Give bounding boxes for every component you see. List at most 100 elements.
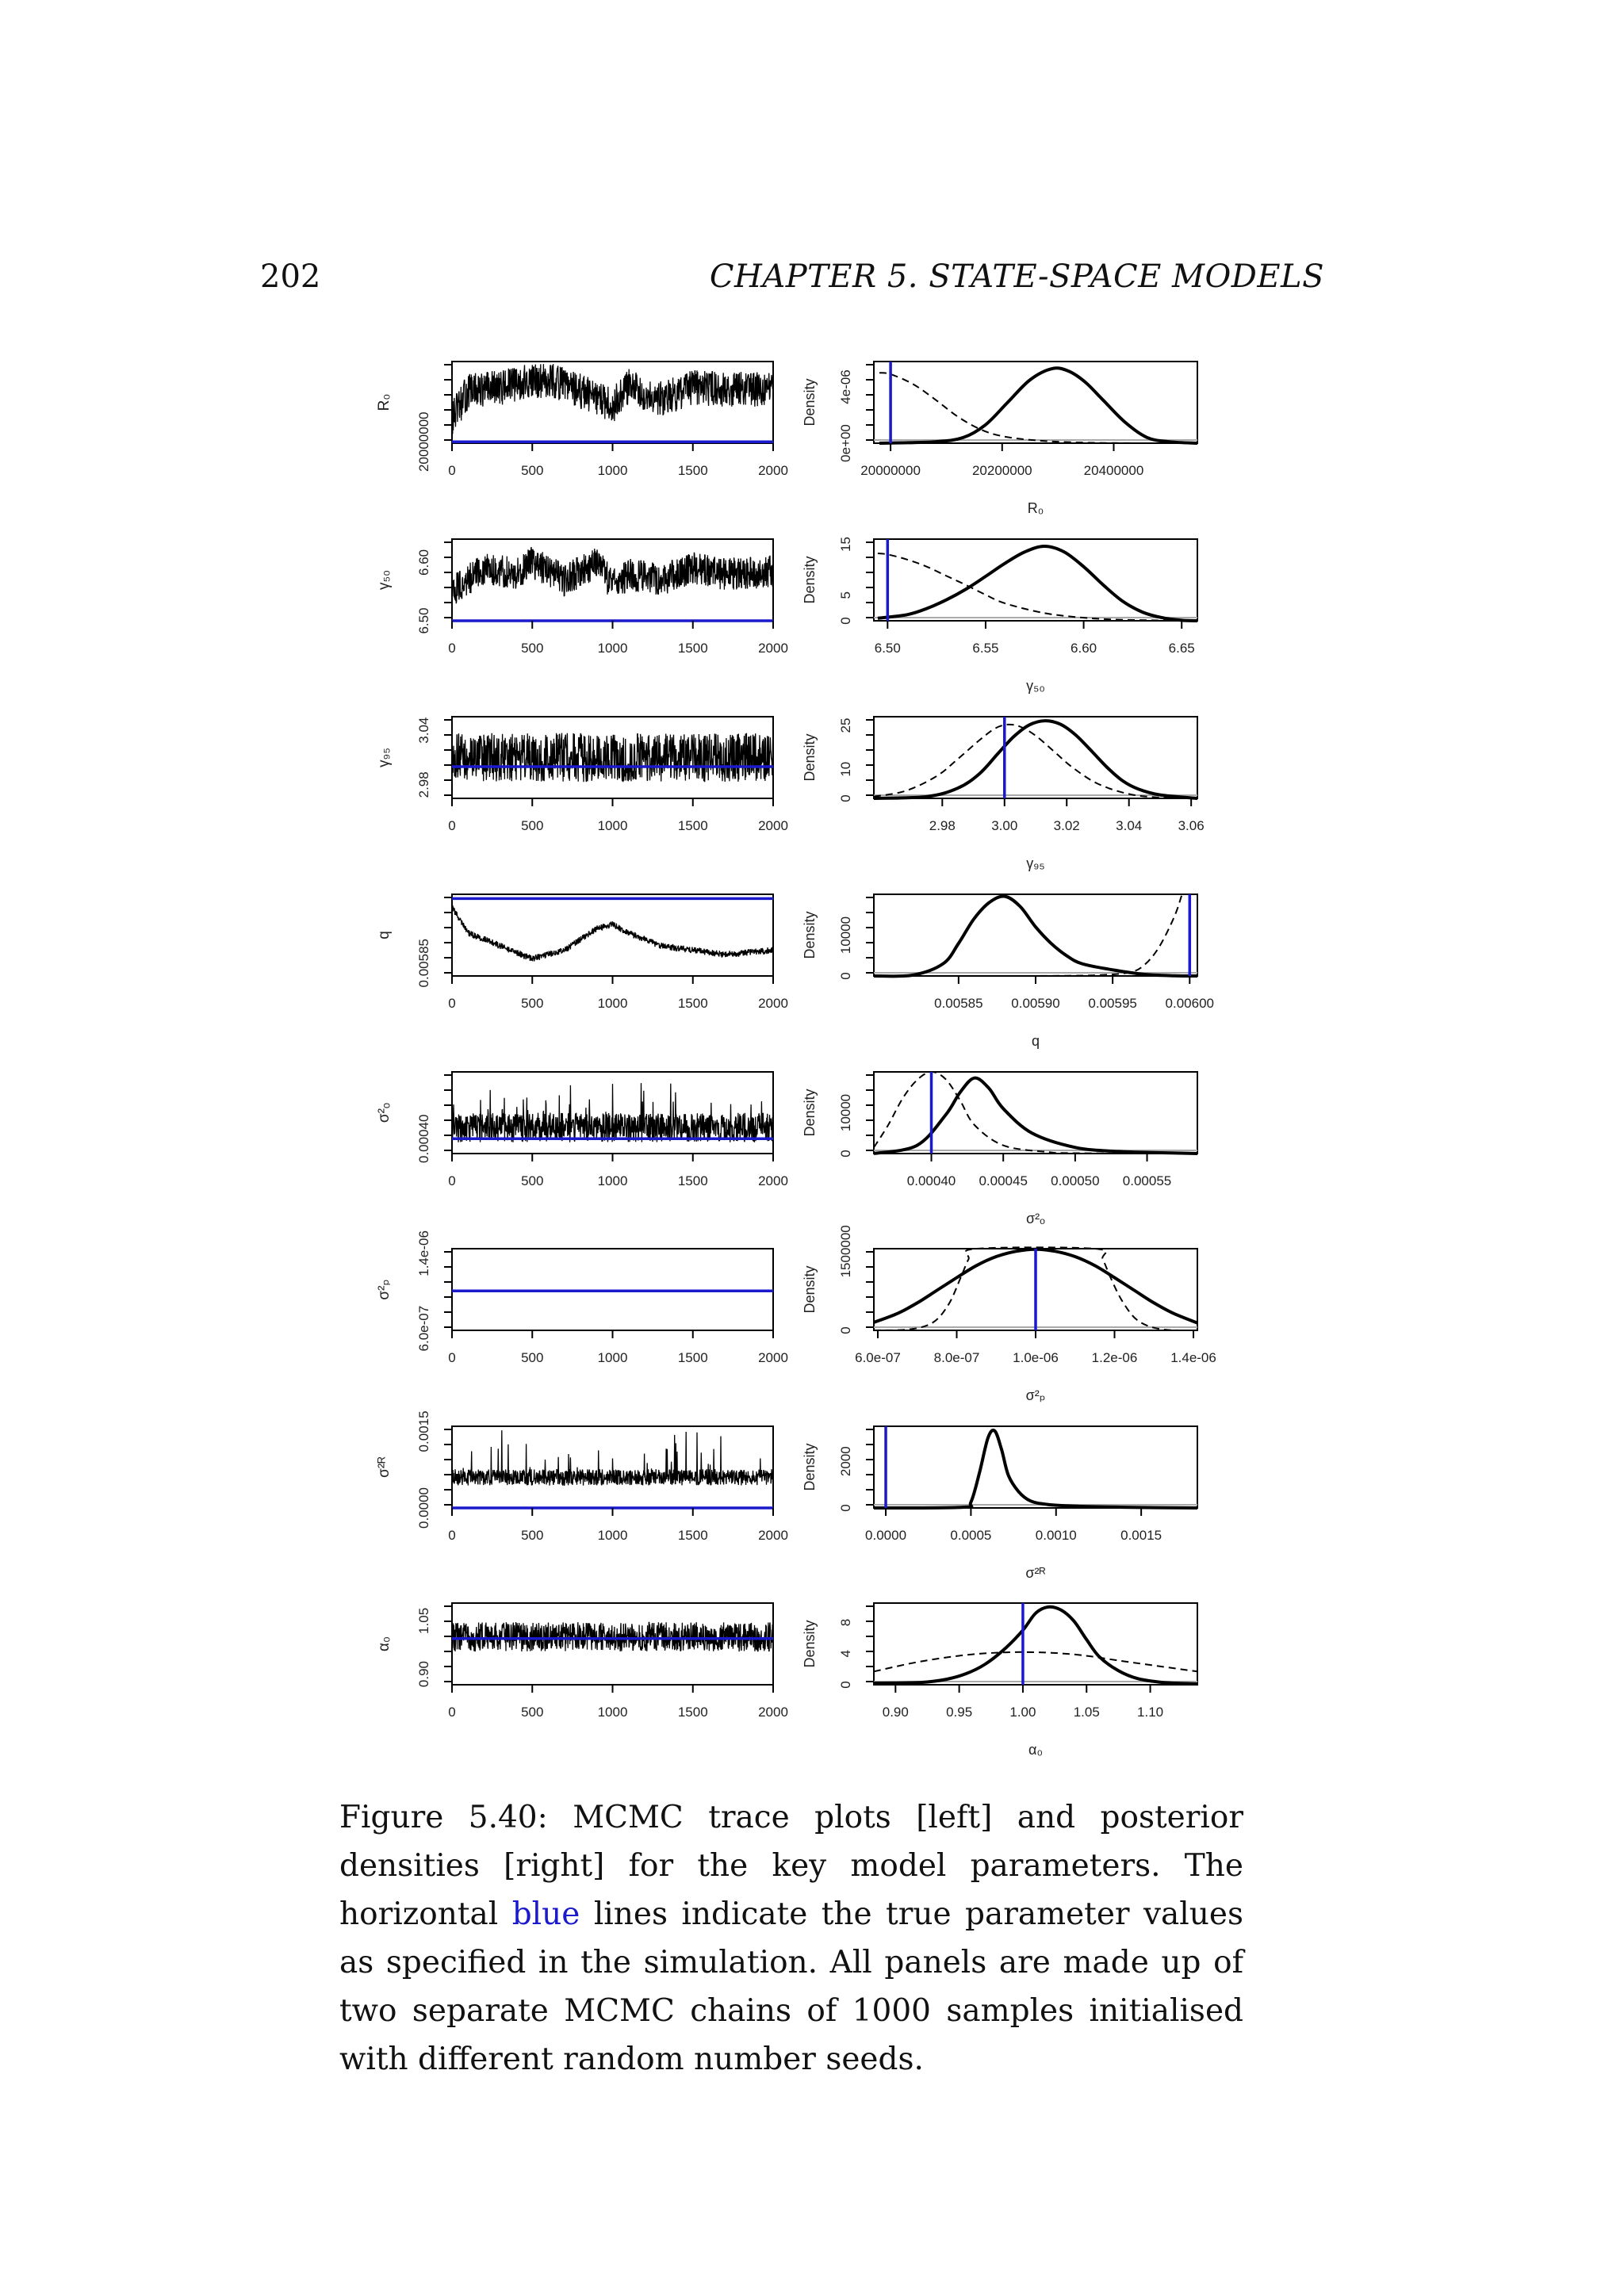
plot-frame bbox=[873, 361, 1198, 444]
caption-text-1: MCMC trace plots [left] and posterior de… bbox=[339, 1800, 1243, 1932]
x-tick-label: 2.98 bbox=[929, 818, 956, 833]
x-tick-label: 1.0e-06 bbox=[1013, 1350, 1059, 1365]
x-tick-label: 1.2e-06 bbox=[1092, 1350, 1138, 1365]
x-tick-label: 500 bbox=[521, 996, 543, 1011]
x-tick-label: 1500 bbox=[678, 1528, 708, 1543]
y-tick-label: 25 bbox=[838, 718, 853, 733]
x-tick-label: 6.60 bbox=[1071, 641, 1097, 656]
x-tick-label: 0.0015 bbox=[1120, 1528, 1162, 1543]
x-tick-label: 1000 bbox=[598, 463, 628, 478]
y-axis-label: γ₉₅ bbox=[376, 748, 393, 767]
plot-frame bbox=[873, 1071, 1198, 1154]
density-plot-2: 6.50 6.55 6.60 6.65 0 5 15 Density γ₅₀ bbox=[802, 537, 1198, 694]
posterior-density-line bbox=[873, 1605, 1198, 1686]
y-axis-label: Density bbox=[802, 911, 818, 959]
x-tick-label: 1000 bbox=[598, 1173, 628, 1188]
trace-plot-5: 0 500 1000 1500 2000 0.00040 σ²ₒ bbox=[376, 1071, 788, 1188]
caption-label: Figure 5.40: bbox=[339, 1800, 548, 1835]
x-tick-label: 6.0e-07 bbox=[855, 1350, 901, 1365]
prior-density-line bbox=[877, 553, 1198, 622]
x-tick-label: 3.00 bbox=[991, 818, 1017, 833]
trace-line bbox=[451, 733, 774, 783]
y-axis-label: Density bbox=[802, 556, 818, 603]
trace-plot-8: 0 500 1000 1500 2000 0.90 1.05 α₀ bbox=[376, 1602, 788, 1720]
x-tick-label: 2000 bbox=[758, 1350, 788, 1365]
x-tick-label: 500 bbox=[521, 641, 543, 656]
y-tick-label: 0 bbox=[838, 1326, 853, 1334]
trace-line bbox=[451, 364, 774, 434]
x-tick-label: 0 bbox=[448, 463, 455, 478]
x-tick-label: 3.04 bbox=[1116, 818, 1142, 833]
trace-line bbox=[451, 905, 774, 962]
x-tick-label: 2000 bbox=[758, 1705, 788, 1720]
trace-plot-6: 0 500 1000 1500 2000 6.0e-07 1.4e-06 σ²ₚ bbox=[376, 1230, 788, 1365]
x-tick-label: 1000 bbox=[598, 641, 628, 656]
y-axis-label: Density bbox=[802, 1089, 818, 1136]
x-tick-label: 1500 bbox=[678, 1705, 708, 1720]
x-tick-label: 1000 bbox=[598, 818, 628, 833]
x-axis-label: R₀ bbox=[1028, 500, 1044, 516]
density-plot-1: 20000000 20200000 20400000 0e+00 4e-06 Densit… bbox=[802, 361, 1198, 516]
density-plot-3: 2.98 3.00 3.02 3.04 3.06 0 10 25 Density γ₉₅ bbox=[802, 716, 1205, 871]
y-tick-label: 10 bbox=[838, 762, 853, 777]
x-tick-label: 1.00 bbox=[1009, 1705, 1036, 1720]
x-tick-label: 500 bbox=[521, 1173, 543, 1188]
x-tick-label: 20000000 bbox=[860, 463, 921, 478]
y-tick-label: 6.60 bbox=[416, 549, 431, 576]
density-plot-4: 0.00585 0.00590 0.00595 0.00600 0 10000 Densit… bbox=[802, 894, 1214, 1049]
y-tick-label: 6.50 bbox=[416, 607, 431, 633]
x-tick-label: 6.65 bbox=[1169, 641, 1195, 656]
y-tick-label: 0e+00 bbox=[838, 424, 853, 462]
x-tick-label: 0.00600 bbox=[1166, 996, 1214, 1011]
trace-plot-3: 0 500 1000 1500 2000 2.98 3.04 γ₉₅ bbox=[376, 716, 788, 833]
x-tick-label: 2000 bbox=[758, 641, 788, 656]
x-tick-label: 1500 bbox=[678, 818, 708, 833]
y-tick-label: 8 bbox=[838, 1619, 853, 1626]
y-tick-label: 0 bbox=[838, 972, 853, 979]
posterior-density-line bbox=[873, 1076, 1198, 1155]
x-tick-label: 0.0005 bbox=[950, 1528, 991, 1543]
x-tick-label: 8.0e-07 bbox=[934, 1350, 980, 1365]
x-tick-label: 0.0010 bbox=[1036, 1528, 1077, 1543]
density-plot-7: 0.0000 0.0005 0.0010 0.0015 0 2000 Density σ²ᴿ bbox=[802, 1425, 1198, 1581]
x-axis-label: σ²ₚ bbox=[1026, 1387, 1046, 1403]
x-axis-label: γ₉₅ bbox=[1026, 855, 1044, 871]
x-tick-label: 0 bbox=[448, 818, 455, 833]
x-axis-label: γ₅₀ bbox=[1026, 678, 1045, 694]
plot-frame bbox=[873, 716, 1198, 799]
x-tick-label: 1.10 bbox=[1137, 1705, 1163, 1720]
x-tick-label: 1500 bbox=[678, 1173, 708, 1188]
y-tick-label: 0.90 bbox=[416, 1661, 431, 1687]
x-tick-label: 500 bbox=[521, 463, 543, 478]
y-axis-label: σ²ₒ bbox=[376, 1103, 393, 1123]
plot-frame bbox=[451, 1248, 774, 1331]
x-tick-label: 0.00590 bbox=[1011, 996, 1059, 1011]
x-tick-label: 0.00585 bbox=[934, 996, 982, 1011]
plot-frame bbox=[873, 1425, 1198, 1509]
density-plot-6: 6.0e-07 8.0e-07 1.0e-06 1.2e-06 1.4e-06 0 1500… bbox=[802, 1225, 1216, 1403]
x-tick-label: 20400000 bbox=[1084, 463, 1144, 478]
x-axis-label: α₀ bbox=[1028, 1742, 1043, 1758]
y-axis-label: q bbox=[376, 931, 393, 939]
y-tick-label: 2000 bbox=[838, 1446, 853, 1476]
y-tick-label: 2.98 bbox=[416, 771, 431, 798]
x-tick-label: 0 bbox=[448, 996, 455, 1011]
figure-caption: Figure 5.40: MCMC trace plots [left] and… bbox=[339, 1793, 1243, 2084]
x-tick-label: 1000 bbox=[598, 1705, 628, 1720]
y-axis-label: R₀ bbox=[376, 394, 393, 411]
x-tick-label: 1.4e-06 bbox=[1170, 1350, 1216, 1365]
y-tick-label: 3.04 bbox=[416, 718, 431, 744]
y-tick-label: 10000 bbox=[838, 1094, 853, 1131]
y-axis-label: Density bbox=[802, 733, 818, 781]
x-tick-label: 20200000 bbox=[972, 463, 1032, 478]
x-tick-label: 0.90 bbox=[883, 1705, 909, 1720]
page-number: 202 bbox=[260, 258, 321, 295]
y-tick-label: 0 bbox=[838, 617, 853, 624]
x-tick-label: 0 bbox=[448, 641, 455, 656]
x-tick-label: 0.00045 bbox=[979, 1173, 1027, 1188]
x-tick-label: 2000 bbox=[758, 463, 788, 478]
prior-density-line bbox=[879, 372, 1198, 445]
trace-plot-1: 0 500 1000 1500 2000 20000000 R₀ bbox=[376, 361, 788, 478]
prior-density-line bbox=[874, 894, 1183, 978]
x-tick-label: 0.95 bbox=[946, 1705, 972, 1720]
